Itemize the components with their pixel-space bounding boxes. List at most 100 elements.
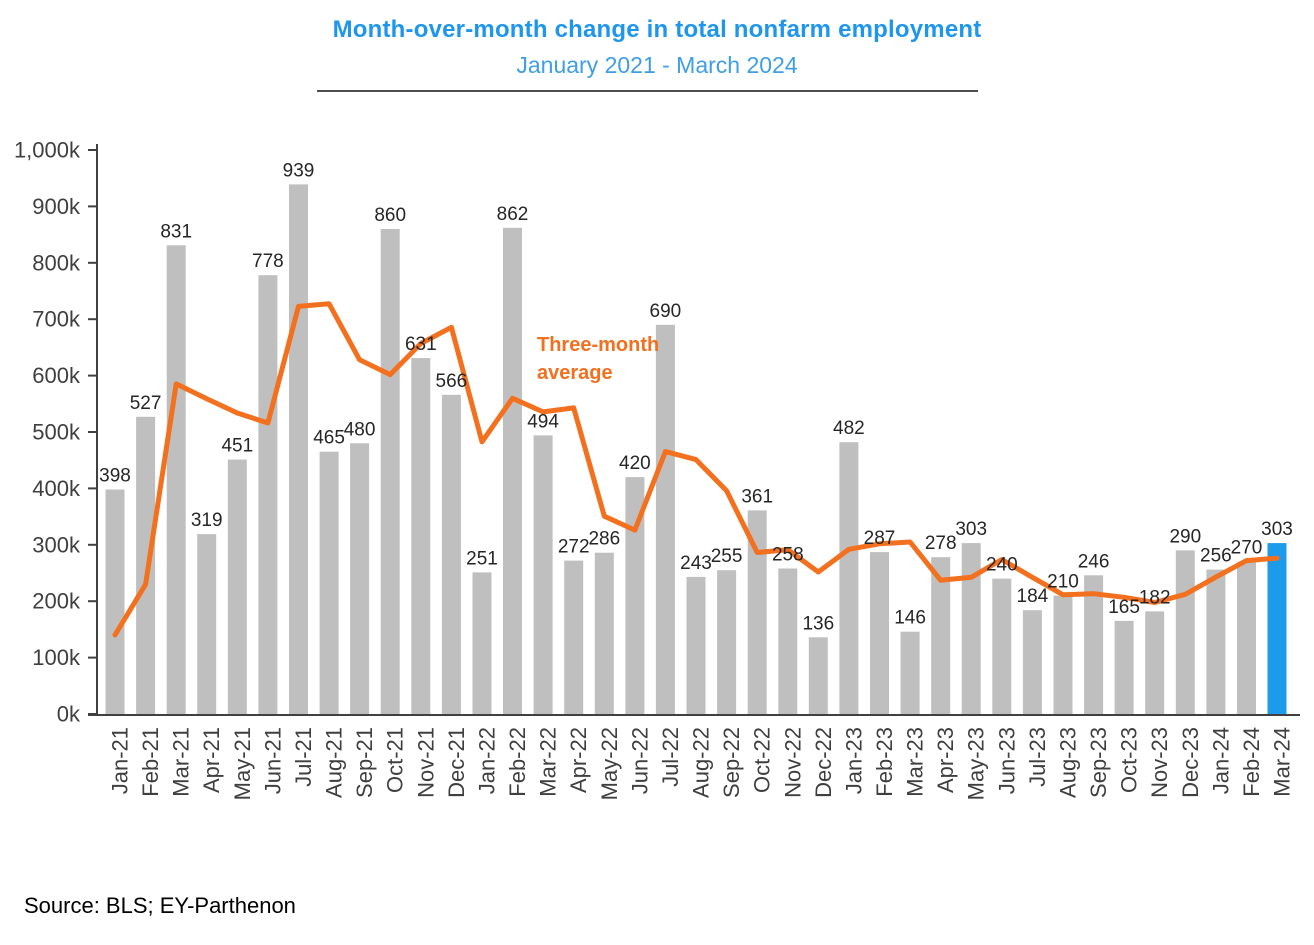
bar (105, 489, 125, 714)
line-legend-annotation-line1: Three-month (537, 334, 660, 356)
chart-subtitle: January 2021 - March 2024 (516, 52, 798, 78)
bar (564, 560, 584, 714)
x-axis-label: Jun-21 (260, 727, 285, 794)
bar (1206, 569, 1226, 714)
bar-value-label: 566 (436, 371, 468, 392)
bar (747, 510, 767, 714)
x-axis-label: Dec-22 (811, 727, 836, 798)
x-axis-label: Jul-21 (291, 727, 316, 787)
bar (197, 534, 217, 714)
line-legend-annotation-line2: average (537, 362, 613, 384)
bar (870, 552, 889, 714)
x-axis-label: Jul-23 (1025, 727, 1050, 787)
bar-value-label: 482 (833, 418, 865, 439)
bar (1145, 611, 1165, 714)
bar (227, 459, 247, 714)
x-axis-label: Feb-21 (138, 727, 163, 797)
y-axis-label: 100k (32, 645, 81, 670)
bar (1022, 610, 1042, 714)
bar (717, 570, 737, 714)
line-legend-annotation: Three-month average (537, 331, 659, 387)
y-axis-label: 400k (32, 476, 81, 501)
x-axis-label: Jun-22 (627, 727, 652, 794)
bar (411, 358, 431, 714)
bar-value-label: 251 (466, 548, 498, 569)
x-axis-label: Dec-21 (444, 727, 469, 798)
title-divider (317, 90, 978, 92)
y-axis-label: 1,000k (14, 138, 81, 163)
x-axis-label: Sep-23 (1086, 727, 1111, 798)
x-axis-label: Nov-21 (413, 727, 438, 798)
bar-value-label: 146 (894, 608, 926, 629)
three-month-average-line (112, 301, 1280, 638)
bar (472, 572, 492, 714)
bar (289, 184, 308, 714)
bar-value-label: 165 (1108, 597, 1140, 618)
x-axis-label: Apr-21 (199, 727, 224, 793)
x-axis-label: Feb-23 (872, 727, 897, 797)
bar (992, 578, 1012, 714)
x-axis-label: Jan-24 (1208, 727, 1233, 794)
bar (503, 227, 522, 715)
x-axis-label: Jan-23 (841, 727, 866, 794)
x-axis-label: Oct-22 (750, 727, 775, 793)
bar (166, 245, 186, 715)
bar-value-label: 258 (772, 545, 804, 566)
bar-value-label: 210 (1047, 572, 1079, 593)
bar-value-label: 361 (741, 486, 773, 507)
bar (1175, 550, 1195, 714)
bar (655, 324, 675, 714)
x-axis-label: Jun-23 (994, 727, 1019, 794)
x-axis-label: Oct-21 (383, 727, 408, 793)
x-axis-label: Mar-21 (169, 727, 194, 797)
x-axis-label: Jan-21 (108, 727, 133, 794)
bar (1084, 575, 1104, 714)
bar-value-label: 246 (1078, 551, 1110, 572)
chart-title: Month-over-month change in total nonfarm… (332, 16, 982, 43)
x-axis-label: Nov-22 (780, 727, 805, 798)
bar-value-label: 286 (588, 529, 620, 550)
y-axis-label: 600k (32, 363, 81, 388)
source-note: Source: BLS; EY-Parthenon (24, 893, 296, 918)
bar-value-label: 631 (405, 334, 437, 355)
x-axis-label: Jul-22 (658, 727, 683, 787)
x-axis-label: Sep-22 (719, 727, 744, 798)
bar (258, 275, 278, 714)
bar-value-label: 319 (191, 510, 223, 531)
x-axis-label: Apr-23 (933, 727, 958, 793)
bar (441, 394, 461, 714)
bar-value-label: 465 (313, 428, 345, 449)
x-axis-label: May-23 (964, 727, 989, 800)
bar-value-label: 939 (283, 160, 315, 181)
bar-value-label: 862 (497, 204, 529, 225)
x-axis-label: Aug-21 (322, 727, 347, 798)
bar-value-label: 290 (1169, 526, 1201, 547)
y-axis-label: 700k (32, 307, 81, 332)
bar-value-label: 256 (1200, 546, 1232, 567)
y-axis-label: 200k (32, 589, 81, 614)
x-axis-label: Nov-23 (1147, 727, 1172, 798)
y-axis-label: 300k (32, 532, 81, 557)
bar-value-label: 778 (252, 251, 284, 272)
bar (778, 568, 798, 714)
bar-value-label: 303 (1261, 519, 1293, 540)
bar (380, 229, 400, 714)
bar (808, 637, 828, 714)
y-axis-label: 0k (57, 702, 81, 727)
bar-value-label: 287 (864, 528, 896, 549)
y-axis-label: 500k (32, 420, 81, 445)
bar (594, 552, 614, 714)
bar-value-label: 451 (221, 436, 253, 457)
bar (1114, 620, 1134, 714)
bar-value-label: 272 (558, 537, 590, 558)
bar (961, 543, 981, 714)
bar-value-label: 690 (650, 301, 682, 322)
x-axis-label: Mar-22 (536, 727, 561, 797)
bar (686, 576, 706, 714)
bar-value-label: 480 (344, 419, 376, 440)
x-axis-label: May-21 (230, 727, 255, 800)
bar-value-label: 240 (986, 555, 1018, 576)
bar-value-label: 243 (680, 553, 712, 574)
bar-value-label: 255 (711, 546, 743, 567)
